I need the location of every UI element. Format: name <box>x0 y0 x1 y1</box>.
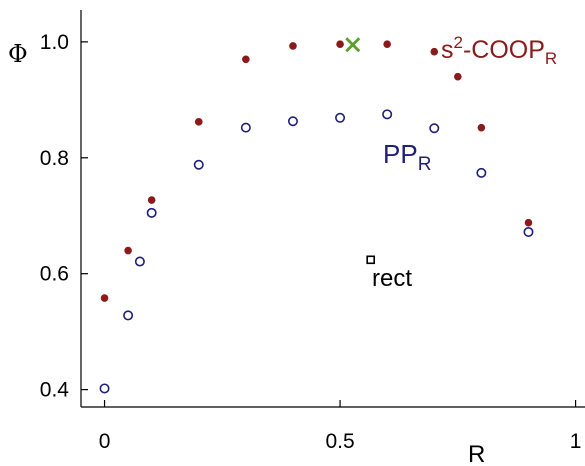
point-pp-4 <box>193 159 204 170</box>
point-pp-11 <box>523 226 534 237</box>
series-label-s2-mid: -COOP <box>463 36 545 64</box>
series-label-s2-sub: R <box>545 49 557 68</box>
highlight-x-stroke-2 <box>345 37 361 53</box>
point-s2-coop-9 <box>454 72 462 81</box>
series-label-s2-sup: 2 <box>454 33 463 52</box>
point-s2-coop-6 <box>336 40 344 48</box>
series-label-s2-main: s <box>441 36 454 64</box>
point-pp-3 <box>146 207 157 218</box>
series-label-s2-coop: s2-COOPR <box>441 33 557 68</box>
point-pp-7 <box>335 112 346 123</box>
point-s2-coop-2 <box>147 196 156 204</box>
y-tick-label-1: 0.6 <box>40 263 69 286</box>
point-s2-coop-1 <box>124 246 132 255</box>
x-tick-label-1: 0.5 <box>325 430 354 453</box>
point-pp-10 <box>476 167 487 178</box>
point-s2-coop-10 <box>477 123 486 132</box>
point-pp-5 <box>240 122 251 133</box>
point-s2-coop-3 <box>194 118 203 126</box>
y-tick-label-3: 1.0 <box>40 31 69 54</box>
point-pp-2 <box>134 256 145 267</box>
y-tick-label-2: 0.8 <box>40 147 69 170</box>
ticks: 0 0.5 1 0.4 0.6 0.8 1.0 <box>40 31 582 453</box>
point-pp-0 <box>99 383 110 394</box>
point-s2-coop-11 <box>524 218 533 227</box>
point-s2-coop-8 <box>430 47 439 56</box>
x-tick-label-2: 1 <box>570 430 582 453</box>
point-s2-coop-5 <box>289 42 297 50</box>
series-label-pp: PPR <box>383 139 431 175</box>
annotation-rect-marker <box>366 255 375 265</box>
series-label-pp-sub: R <box>418 154 432 175</box>
point-s2-coop-4 <box>242 55 250 64</box>
x-tick-label-0: 0 <box>99 430 111 453</box>
x-axis-label: R <box>468 441 485 466</box>
point-pp-9 <box>429 123 440 134</box>
marks <box>99 37 534 394</box>
y-tick-label-0: 0.4 <box>40 379 70 402</box>
y-axis-label: Φ <box>8 40 28 68</box>
point-s2-coop-0 <box>100 294 109 302</box>
point-pp-8 <box>382 109 393 120</box>
axes <box>80 10 585 408</box>
series-label-pp-main: PP <box>383 139 418 169</box>
point-pp-6 <box>287 116 298 127</box>
point-s2-coop-7 <box>383 40 391 48</box>
annotation-rect-label: rect <box>372 265 412 292</box>
highlight-x-marker <box>345 37 361 53</box>
point-pp-1 <box>123 310 134 321</box>
